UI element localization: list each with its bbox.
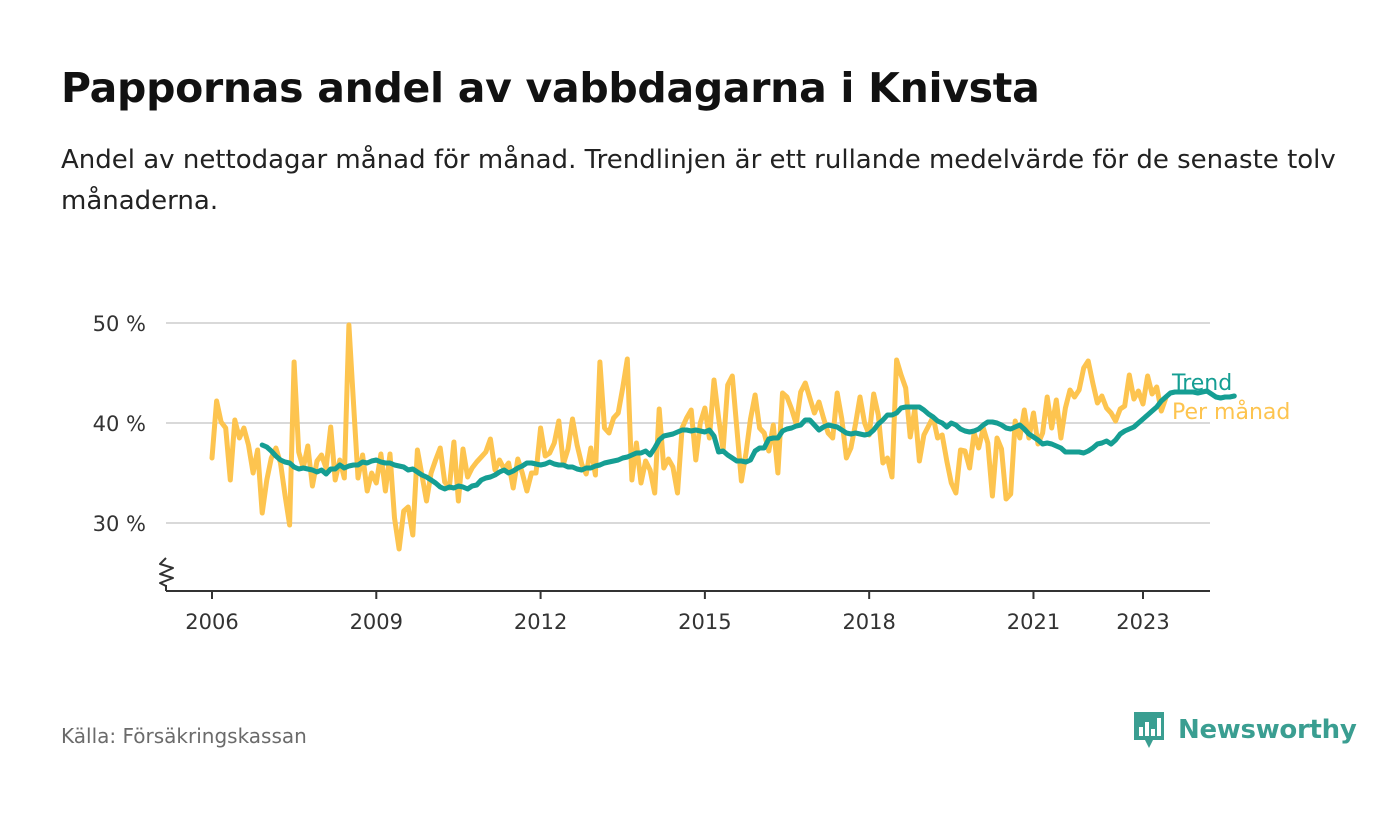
newsworthy-logo[interactable]: Newsworthy — [1132, 710, 1357, 750]
chart-title: Pappornas andel av vabbdagarna i Knivsta — [61, 64, 1040, 112]
series-line-per-manad — [209, 322, 1169, 552]
chart-subtitle: Andel av nettodagar månad för månad. Tre… — [61, 145, 1336, 216]
y-tick-label: 50 % — [93, 312, 146, 336]
x-axis-ticks: 2006 2009 2012 2015 2018 2021 2023 — [185, 591, 1170, 634]
newsworthy-logo-icon — [1134, 712, 1164, 748]
y-tick-label: 40 % — [93, 412, 146, 436]
x-tick-label: 2015 — [678, 610, 731, 634]
y-tick-label: 30 % — [93, 512, 146, 536]
series-labels: Trend Per månad — [1171, 371, 1290, 425]
brand-name: Newsworthy — [1178, 715, 1357, 745]
series-label-per-manad: Per månad — [1172, 399, 1290, 425]
axis-break-icon — [159, 557, 174, 587]
y-axis-ticks: 30 % 40 % 50 % — [93, 312, 146, 536]
x-tick-label: 2018 — [842, 610, 895, 634]
series-line-trend — [259, 388, 1237, 492]
x-tick-label: 2012 — [514, 610, 567, 634]
x-tick-label: 2006 — [185, 610, 238, 634]
x-tick-label: 2021 — [1007, 610, 1060, 634]
x-axis — [159, 557, 1210, 592]
series — [209, 322, 1237, 552]
source-note: Källa: Försäkringskassan — [61, 724, 307, 748]
x-tick-label: 2023 — [1116, 610, 1169, 634]
series-label-trend: Trend — [1171, 371, 1232, 396]
x-tick-label: 2009 — [350, 610, 403, 634]
